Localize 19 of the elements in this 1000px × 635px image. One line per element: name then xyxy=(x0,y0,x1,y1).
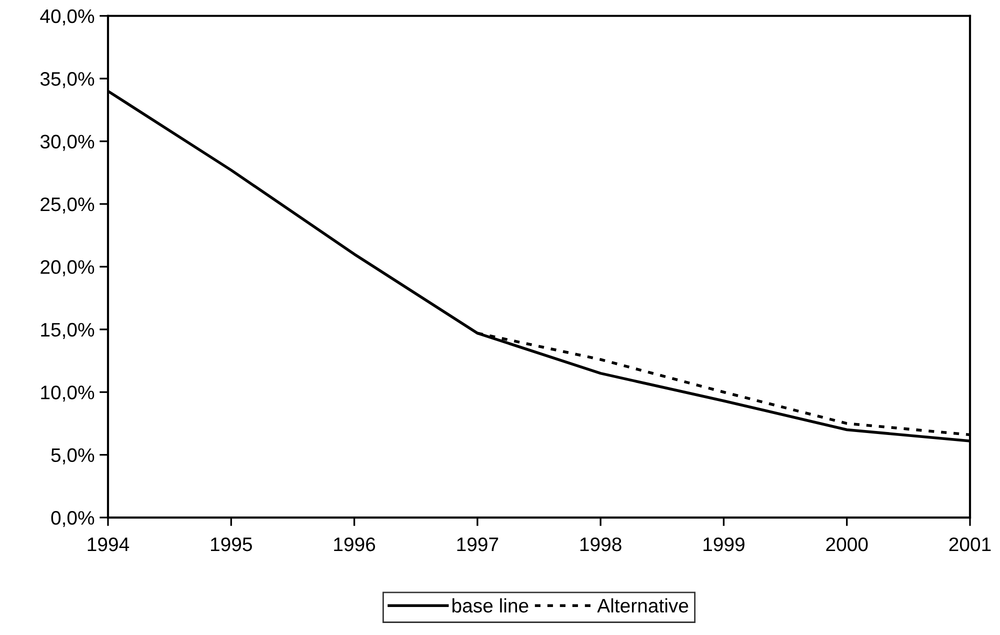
y-tick-label: 25,0% xyxy=(40,197,94,214)
x-tick-label: 1995 xyxy=(211,537,252,552)
x-tick-label: 2000 xyxy=(826,537,868,552)
y-tick-label: 35,0% xyxy=(40,72,94,88)
y-tick-label: 0,0% xyxy=(51,510,94,528)
y-tick-label: 40,0% xyxy=(40,9,94,26)
y-tick-label: 5,0% xyxy=(51,448,94,464)
x-tick-label: 1998 xyxy=(580,537,622,552)
legend-label: Alternative xyxy=(597,598,688,613)
x-tick-label: 1997 xyxy=(457,537,498,552)
y-tick-label: 20,0% xyxy=(40,260,94,276)
y-tick-label: 15,0% xyxy=(41,322,94,339)
legend-label: base line xyxy=(452,598,528,613)
x-tick-label: 1994 xyxy=(88,537,130,552)
x-tick-label: 2001 xyxy=(949,537,991,552)
x-tick-label: 1996 xyxy=(334,537,376,552)
x-tick-label: 1999 xyxy=(704,537,744,552)
y-tick-label: 30,0% xyxy=(40,134,94,151)
y-tick-label: 10,0% xyxy=(41,386,94,402)
